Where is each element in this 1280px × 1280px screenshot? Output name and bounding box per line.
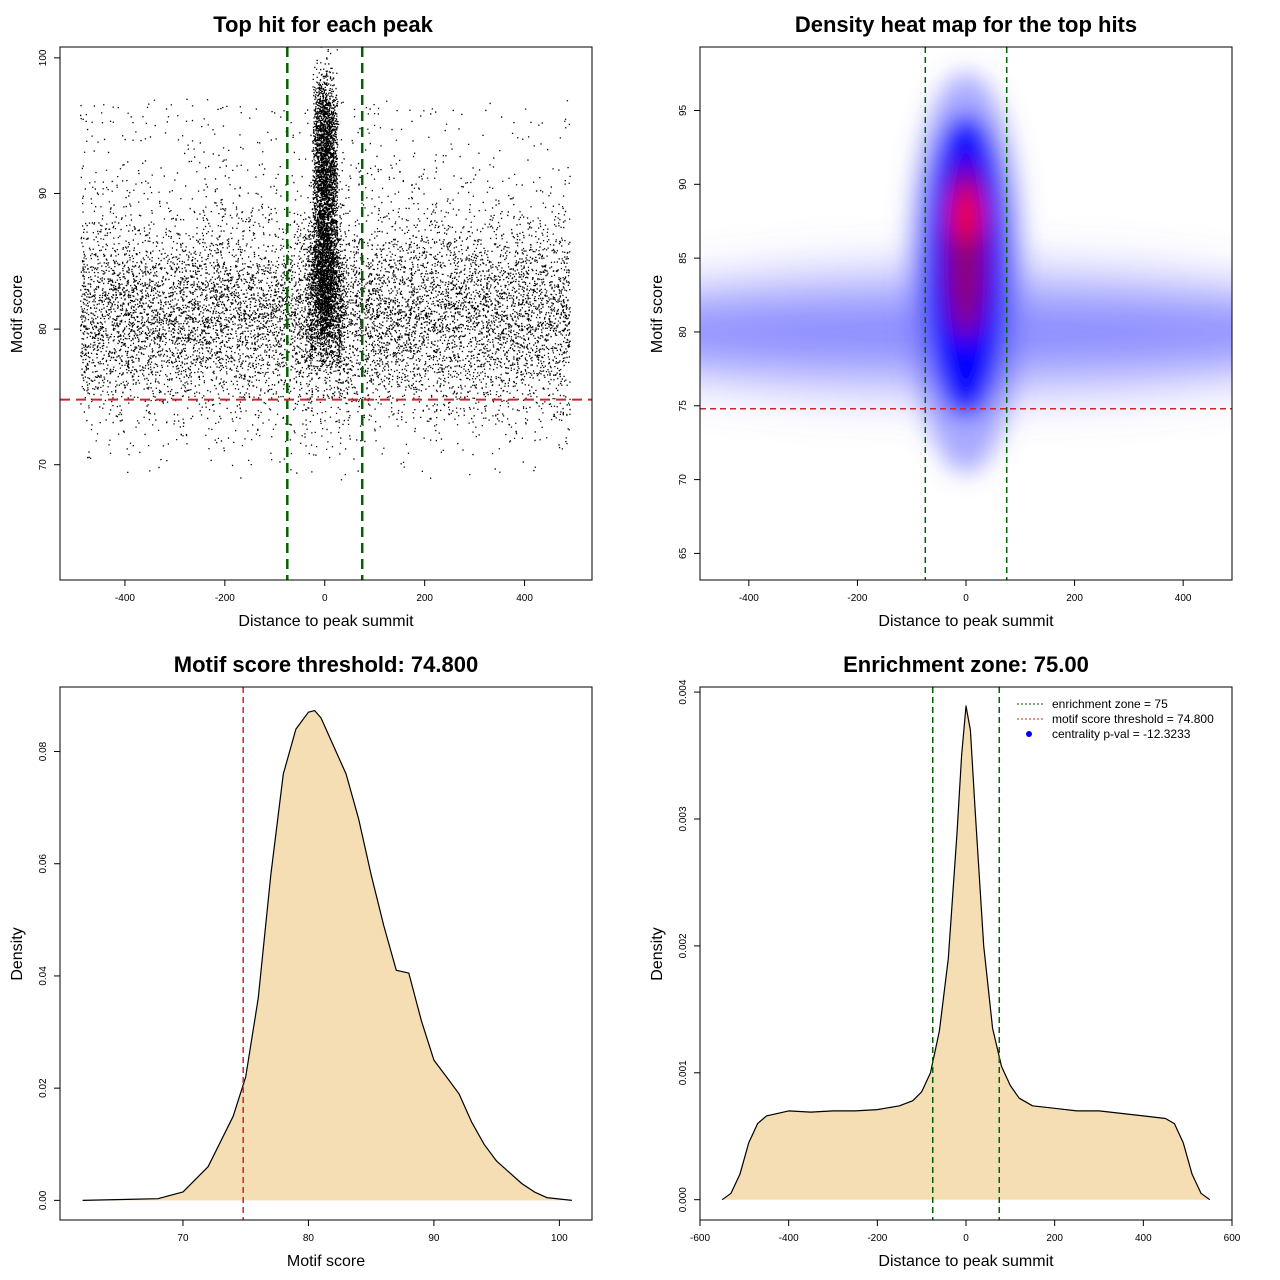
distance-density-xtick-label: 600 [1224,1233,1241,1244]
distance-density-xtick-label: -600 [690,1233,710,1244]
scatter-xtick-label: 200 [416,593,433,604]
heatmap-xtick-label: 0 [963,593,969,604]
distance-density-ylabel: Density [649,927,666,980]
scatter-xtick-label: 0 [322,593,328,604]
distance-density-curve [721,705,1211,1201]
heatmap-ytick-label: 80 [678,326,689,338]
scatter-panel: Top hit for each peak Distance to peak s… [9,12,593,630]
score-density-ytick-label: 0.06 [38,854,49,874]
score-density-xtick-label: 90 [428,1233,440,1244]
score-density-ylabel: Density [9,927,26,980]
score-density-xlabel: Motif score [287,1253,365,1270]
scatter-xtick-label: -200 [215,593,235,604]
score-density-ytick-label: 0.08 [38,741,49,761]
distance-density-ytick-label: 0.002 [678,933,689,958]
legend-label-threshold: motif score threshold = 74.800 [1052,712,1214,726]
scatter-xtick-label: -400 [115,593,135,604]
scatter-ytick-label: 90 [38,187,49,199]
scatter-title: Top hit for each peak [213,12,433,37]
distance-density-ytick-label: 0.004 [678,679,689,704]
scatter-points [80,47,571,481]
scatter-xtick-label: 400 [516,593,533,604]
scatter-ytick-label: 100 [38,49,49,66]
distance-density-xtick-label: 200 [1046,1233,1063,1244]
heatmap-frame [699,46,1233,581]
distance-density-frame [699,686,1233,1221]
heatmap-panel: Density heat map for the top hits Distan… [649,12,1233,630]
heatmap-ytick-label: 75 [678,400,689,412]
score-density-frame [59,686,593,1221]
score-density-xtick-label: 100 [551,1233,568,1244]
scatter-ylabel: Motif score [9,275,26,353]
legend: enrichment zone = 75 motif score thresho… [1017,697,1214,741]
score-density-xtick-label: 70 [177,1233,189,1244]
heatmap-xtick-label: 200 [1066,593,1083,604]
heatmap-ylabel: Motif score [649,275,666,353]
distance-density-xtick-label: -200 [867,1233,887,1244]
score-density-ytick-label: 0.00 [38,1190,49,1210]
scatter-ytick-label: 80 [38,323,49,335]
heatmap-density [700,47,1232,580]
distance-density-ytick-label: 0.000 [678,1187,689,1212]
score-density-panel: Motif score threshold: 74.800 Motif scor… [9,652,593,1270]
legend-label-pval: centrality p-val = -12.3233 [1052,727,1191,741]
distance-density-xtick-label: 400 [1135,1233,1152,1244]
scatter-ytick-label: 70 [38,459,49,471]
heatmap-ytick-label: 95 [678,104,689,116]
distance-density-ytick-label: 0.001 [678,1060,689,1085]
score-density-xtick-label: 80 [303,1233,315,1244]
heatmap-ytick-label: 70 [678,474,689,486]
scatter-frame [59,46,593,581]
heatmap-core-red [952,185,980,242]
legend-swatch-pval [1026,731,1032,737]
heatmap-ytick-label: 90 [678,178,689,190]
heatmap-xtick-label: 400 [1175,593,1192,604]
distance-density-area [722,706,1210,1200]
score-density-title: Motif score threshold: 74.800 [174,652,478,677]
distance-density-xlabel: Distance to peak summit [878,1253,1054,1270]
distance-density-xtick-label: -400 [779,1233,799,1244]
heatmap-ytick-label: 65 [678,547,689,559]
heatmap-xtick-label: -400 [739,593,759,604]
distance-density-xtick-label: 0 [963,1233,969,1244]
scatter-xlabel: Distance to peak summit [238,613,414,630]
distance-density-ytick-label: 0.003 [678,806,689,831]
distance-density-title: Enrichment zone: 75.00 [843,652,1089,677]
heatmap-core [908,72,1024,473]
heatmap-title: Density heat map for the top hits [795,12,1137,37]
legend-label-enrichment: enrichment zone = 75 [1052,697,1168,711]
heatmap-xlabel: Distance to peak summit [878,613,1054,630]
distance-density-panel: Enrichment zone: 75.00 Distance to peak … [649,652,1241,1270]
score-density-curve [82,710,572,1201]
scatter-point-cloud [80,47,571,481]
score-density-ytick-label: 0.02 [38,1078,49,1098]
heatmap-ytick-label: 85 [678,252,689,264]
score-density-ytick-label: 0.04 [38,966,49,986]
heatmap-xtick-label: -200 [847,593,867,604]
score-density-area [82,710,572,1201]
